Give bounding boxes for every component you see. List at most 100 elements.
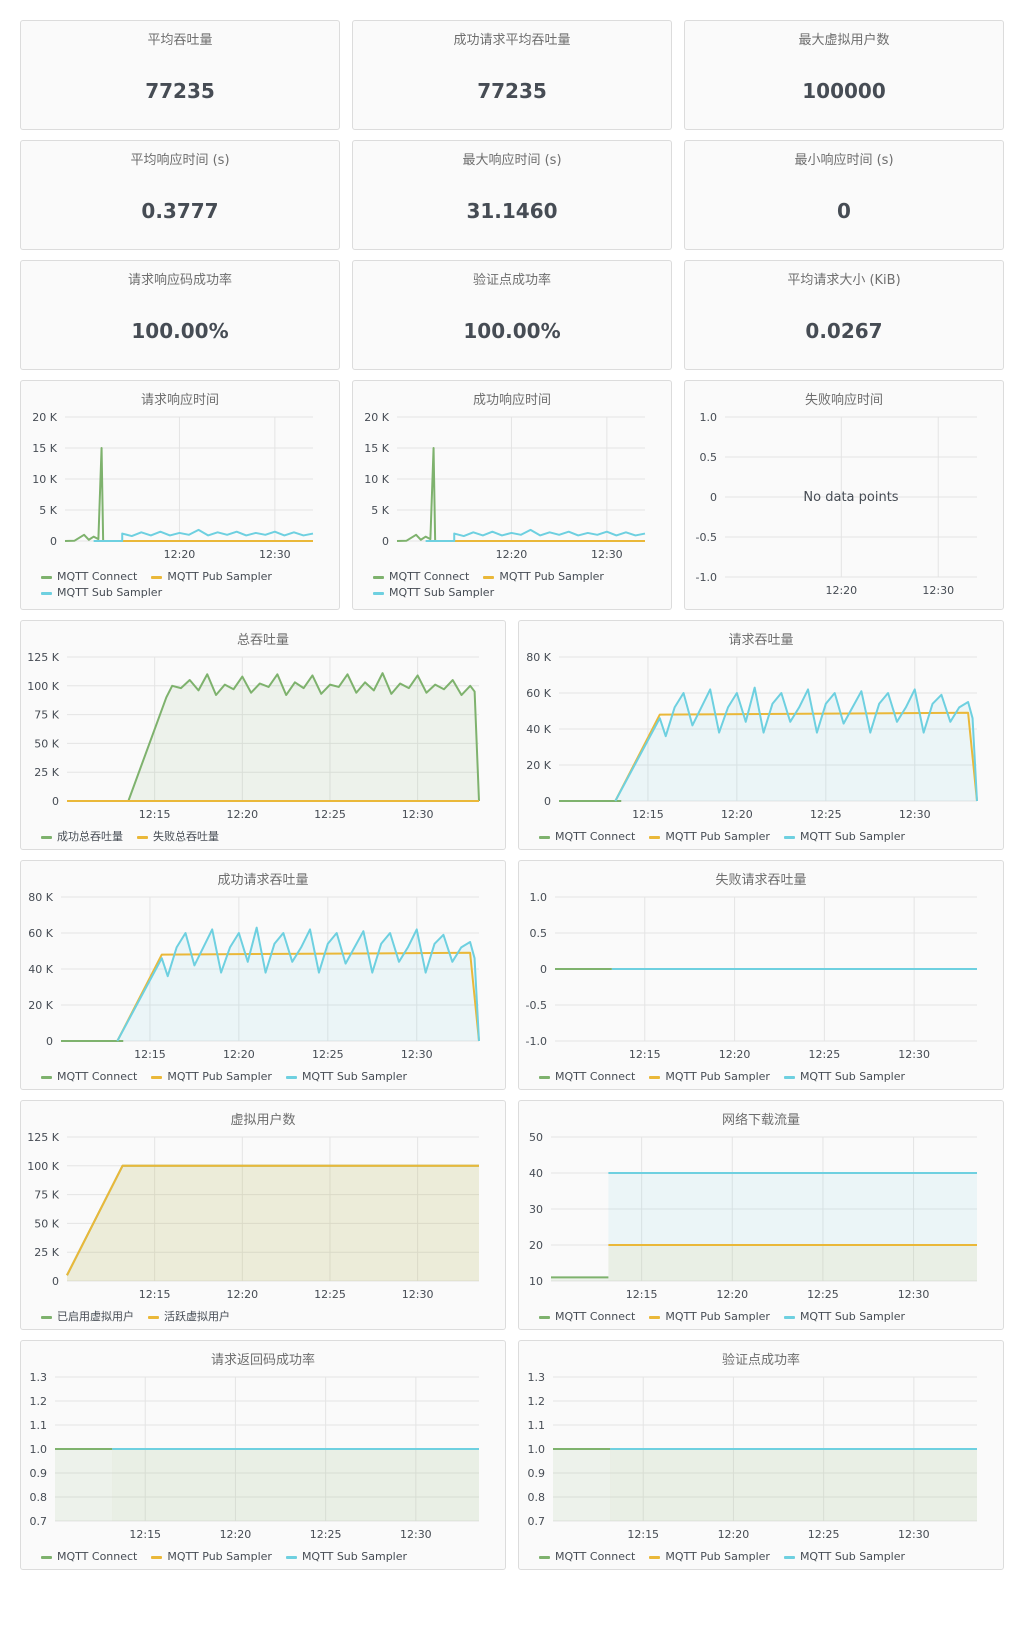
y-tick-label: 0.9 [528,1467,546,1480]
panel-title: 平均响应时间 (s) [21,149,339,168]
legend-item[interactable]: MQTT Pub Sampler [151,1069,272,1085]
y-tick-label: 60 K [28,927,53,940]
legend-item[interactable]: 活跃虚拟用户 [148,1309,230,1325]
stat-value: 0.3777 [21,199,339,223]
y-tick-label: 80 K [28,891,53,904]
legend-label: MQTT Pub Sampler [665,1310,770,1323]
y-tick-label: 50 K [34,1217,59,1230]
legend-item[interactable]: MQTT Connect [539,829,635,845]
y-tick-label: 0.8 [30,1491,48,1504]
legend-item[interactable]: MQTT Pub Sampler [649,829,770,845]
y-tick-label: 15 K [32,442,57,455]
y-tick-label: 60 K [526,687,551,700]
legend-item[interactable]: MQTT Pub Sampler [483,569,604,585]
y-tick-label: 50 K [34,737,59,750]
legend-item[interactable]: MQTT Sub Sampler [784,829,905,845]
legend-label: MQTT Connect [555,1310,635,1323]
legend-item[interactable]: MQTT Sub Sampler [286,1069,407,1085]
x-tick-label: 12:25 [312,1048,344,1061]
chart-svg: 102030405012:15 12:20 12:25 12:30 [519,1101,1003,1329]
legend-item[interactable]: MQTT Sub Sampler [784,1069,905,1085]
legend-label: MQTT Connect [57,1550,137,1563]
legend-swatch [539,836,550,839]
x-tick-label: 12:15 [139,1288,171,1301]
chart-svg: 020 K40 K60 K80 K12:15 12:20 12:25 12:30 [21,861,505,1089]
stat-panel-avg-rt: 平均响应时间 (s) 0.3777 [20,140,340,250]
legend-swatch [286,1556,297,1559]
legend-item[interactable]: MQTT Pub Sampler [649,1309,770,1325]
y-tick-label: 0.8 [528,1491,546,1504]
legend-item[interactable]: 成功总吞吐量 [41,829,123,845]
legend-item[interactable]: MQTT Sub Sampler [784,1549,905,1565]
legend-swatch [373,576,384,579]
chart-legend: MQTT Connect MQTT Pub Sampler MQTT Sub Sam… [41,569,329,601]
y-tick-label: 80 K [526,651,551,664]
legend-item[interactable]: MQTT Sub Sampler [41,585,162,601]
legend-label: MQTT Connect [555,830,635,843]
legend-item[interactable]: MQTT Pub Sampler [649,1549,770,1565]
y-tick-label: 0.5 [530,927,548,940]
y-tick-label: 100 K [27,1160,59,1173]
series-area [112,1449,479,1521]
x-tick-label: 12:15 [629,1048,661,1061]
chart-svg: 020 K40 K60 K80 K12:15 12:20 12:25 12:30 [519,621,1003,849]
legend-item[interactable]: MQTT Pub Sampler [649,1069,770,1085]
y-tick-label: 20 [529,1239,543,1252]
x-tick-label: 12:30 [898,1528,930,1541]
x-tick-label: 12:30 [259,548,291,561]
chart-panel-fail-request-throughput: 失败请求吞吐量 -1.0 -0.5 0 0.5 1.0 12:15 12:20 12:25 12… [518,860,1004,1090]
legend-item[interactable]: MQTT Pub Sampler [151,569,272,585]
legend-label: MQTT Pub Sampler [167,1070,272,1083]
x-tick-label: 12:30 [401,1048,433,1061]
legend-item[interactable]: MQTT Connect [41,1549,137,1565]
chart-legend: MQTT Connect MQTT Pub Sampler MQTT Sub Sam… [41,1549,495,1565]
chart-legend: MQTT Connect MQTT Pub Sampler MQTT Sub Sam… [539,829,993,845]
y-tick-label: 0 [710,491,717,504]
legend-item[interactable]: MQTT Connect [539,1549,635,1565]
y-tick-label: -0.5 [696,531,717,544]
x-tick-label: 12:15 [626,1288,658,1301]
series-line [94,530,313,541]
series-area [615,688,977,801]
y-tick-label: 40 [529,1167,543,1180]
legend-swatch [41,1076,52,1079]
legend-swatch [784,1556,795,1559]
series-line [397,448,435,541]
y-tick-label: 25 K [34,766,59,779]
legend-item[interactable]: 已启用虚拟用户 [41,1309,134,1325]
stat-panel-max-vu: 最大虚拟用户数 100000 [684,20,1004,130]
stat-value: 77235 [21,79,339,103]
stat-value: 31.1460 [353,199,671,223]
series-area [610,1449,977,1521]
series-area [553,1449,610,1521]
legend-label: 已启用虚拟用户 [57,1310,134,1323]
legend-swatch [151,1076,162,1079]
y-tick-label: 0 [52,1275,59,1288]
y-tick-label: 75 K [34,709,59,722]
legend-item[interactable]: MQTT Pub Sampler [151,1549,272,1565]
legend-item[interactable]: MQTT Connect [373,569,469,585]
legend-item[interactable]: MQTT Connect [539,1069,635,1085]
y-tick-label: 40 K [28,963,53,976]
legend-item[interactable]: MQTT Connect [539,1309,635,1325]
y-tick-label: 0.9 [30,1467,48,1480]
legend-label: 失败总吞吐量 [153,830,219,843]
stat-panel-avg-req-size: 平均请求大小 (KiB) 0.0267 [684,260,1004,370]
legend-item[interactable]: MQTT Connect [41,1069,137,1085]
y-tick-label: 1.1 [30,1419,48,1432]
x-tick-label: 12:20 [716,1288,748,1301]
legend-item[interactable]: MQTT Sub Sampler [784,1309,905,1325]
legend-item[interactable]: MQTT Connect [41,569,137,585]
legend-swatch [41,576,52,579]
legend-item[interactable]: MQTT Sub Sampler [286,1549,407,1565]
legend-swatch [373,592,384,595]
legend-item[interactable]: 失败总吞吐量 [137,829,219,845]
x-tick-label: 12:30 [922,584,954,597]
x-tick-label: 12:20 [718,1528,750,1541]
chart-legend: MQTT Connect MQTT Pub Sampler MQTT Sub Sam… [539,1309,993,1325]
legend-item[interactable]: MQTT Sub Sampler [373,585,494,601]
x-tick-label: 12:20 [226,1288,258,1301]
legend-swatch [151,576,162,579]
legend-swatch [649,1556,660,1559]
panel-title: 成功请求平均吞吐量 [353,29,671,48]
